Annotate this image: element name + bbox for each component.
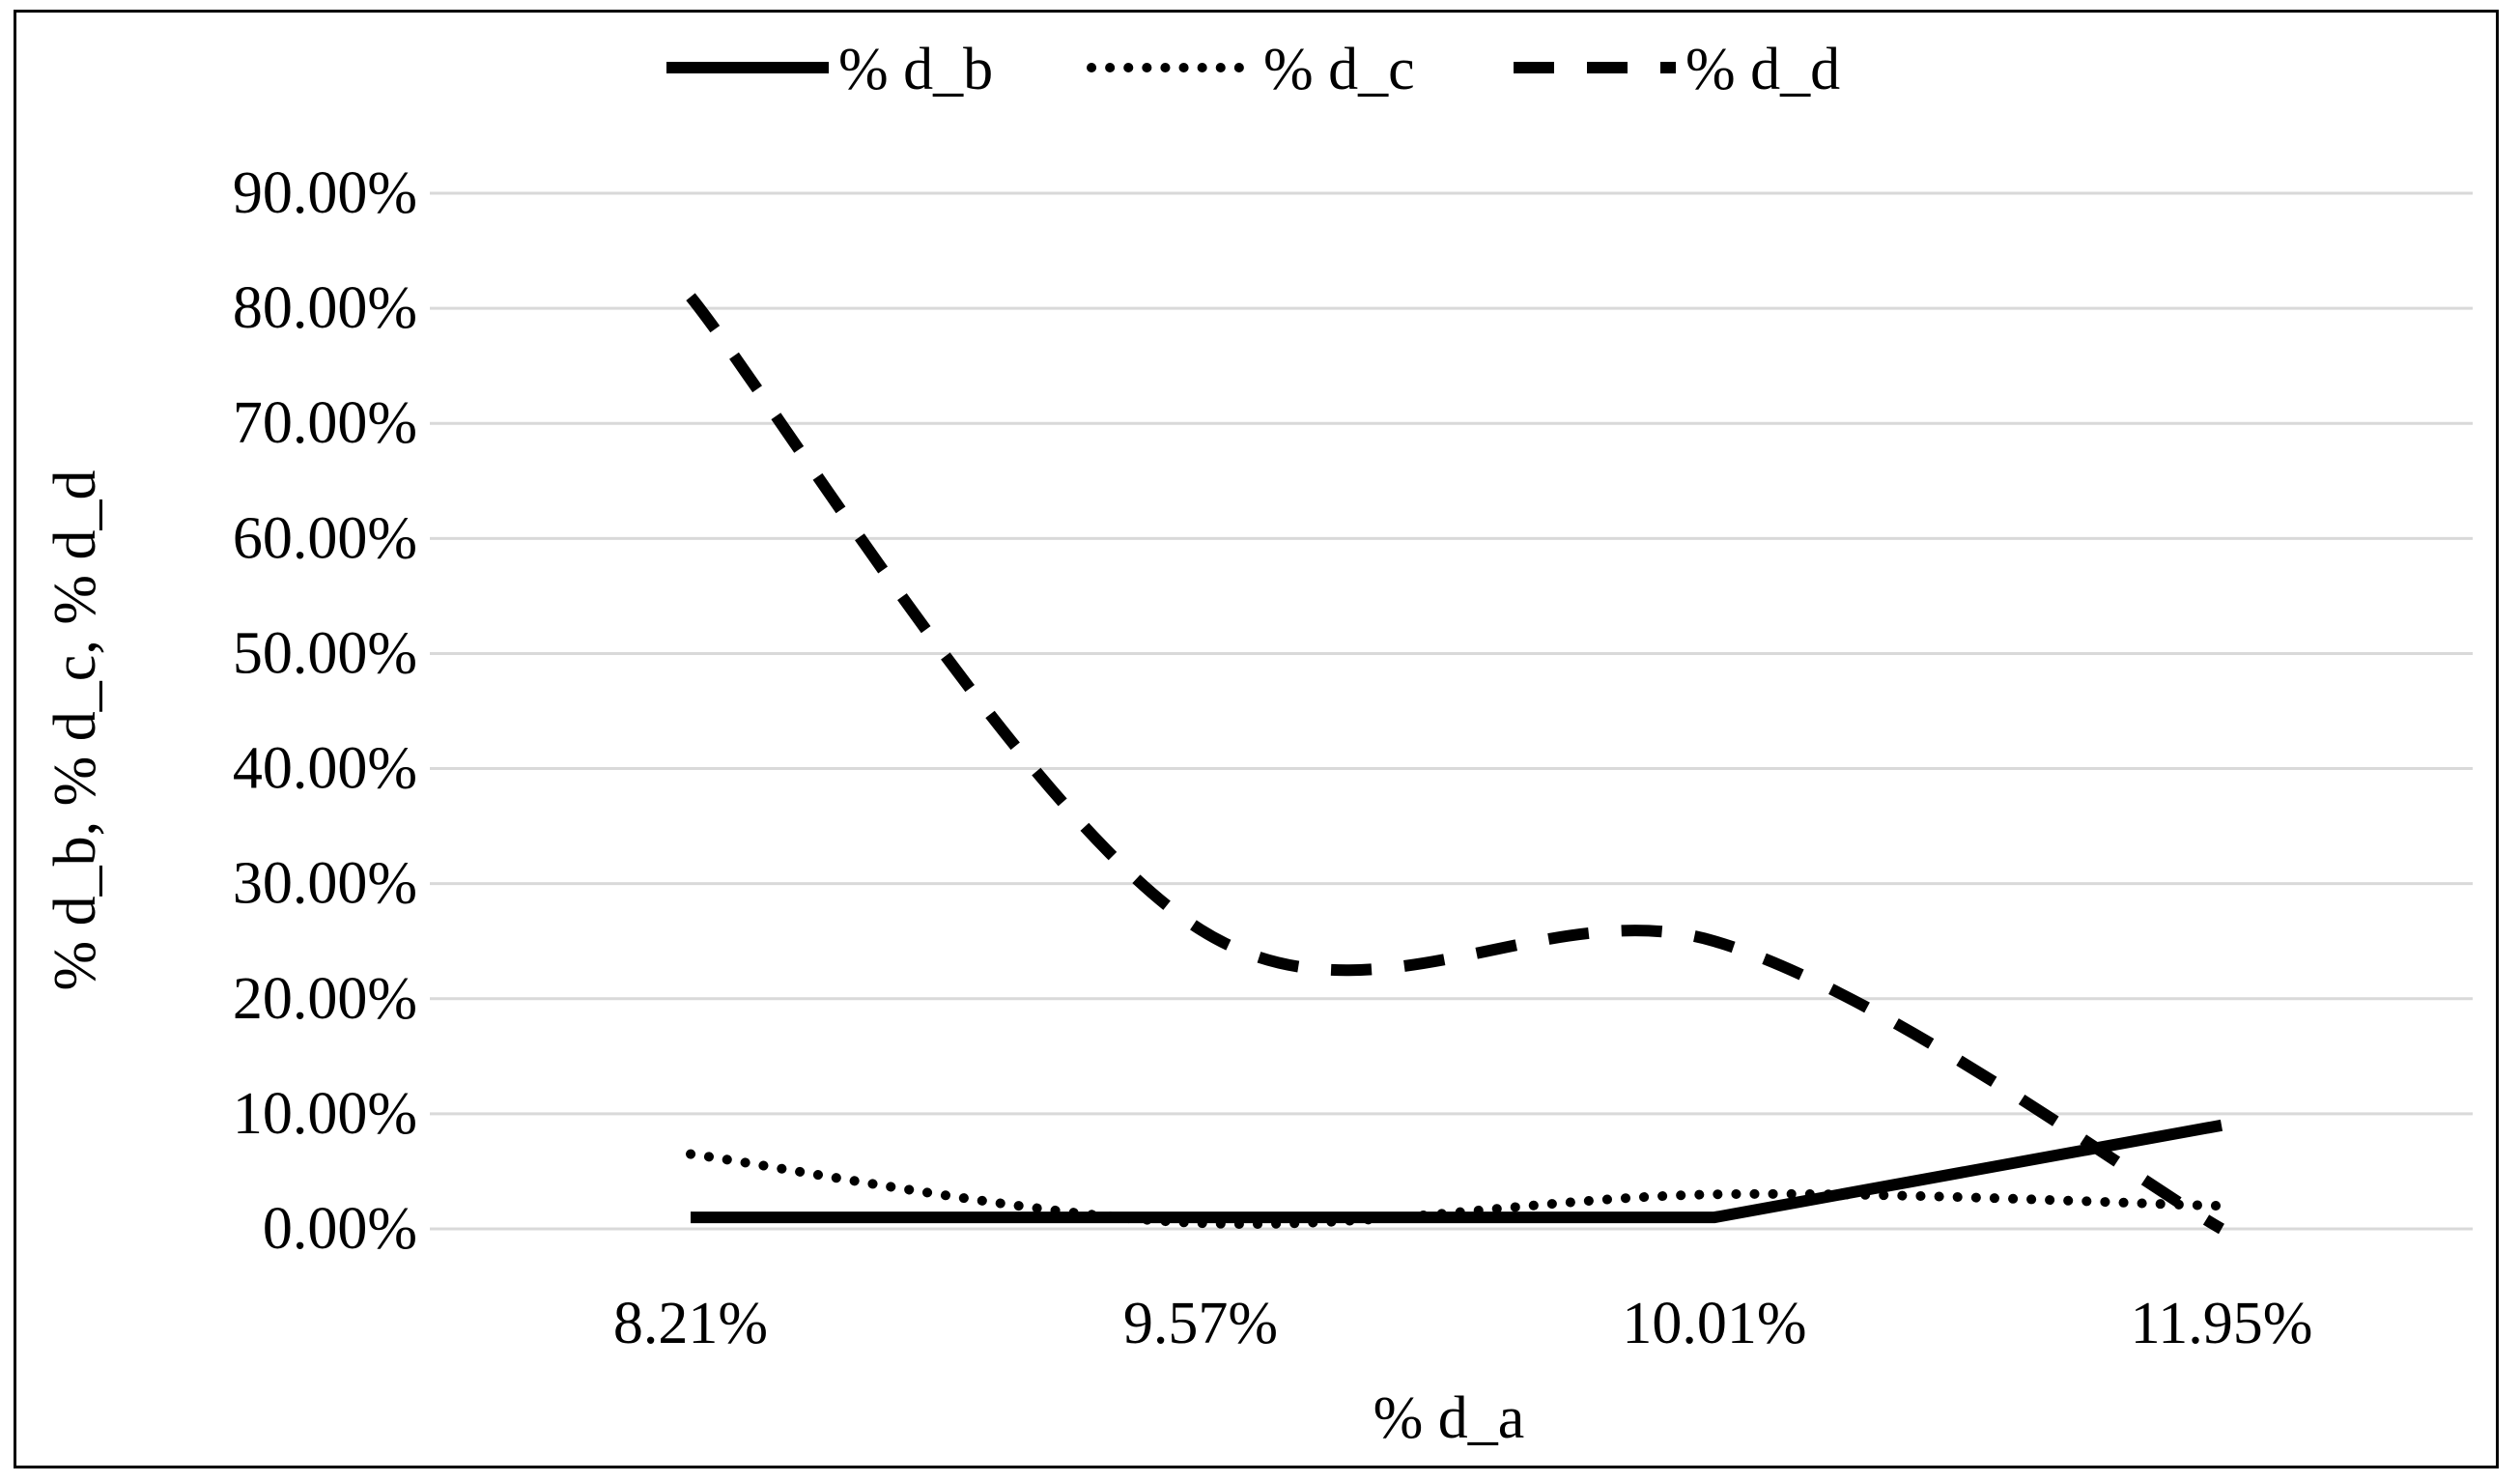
y-tick-label: 90.00%	[233, 160, 417, 226]
series-line-1	[691, 1119, 2223, 1224]
y-tick-label: 20.00%	[233, 966, 417, 1032]
legend-label: % d_b	[838, 37, 993, 102]
y-axis-title: % d_b, % d_c, % d_d	[42, 470, 108, 991]
legend-label: % d_c	[1263, 37, 1415, 102]
y-tick-label: 40.00%	[233, 736, 417, 802]
y-axis-tick-labels: 0.00% 10.00% 20.00% 30.00% 40.00% 50.00% 60.00…	[233, 160, 417, 1262]
x-tick-label: 11.95%	[2131, 1291, 2313, 1356]
x-axis-title: % d_a	[1373, 1385, 1525, 1451]
y-tick-label: 80.00%	[233, 275, 417, 341]
legend: % d_b % d_c % d_d	[666, 37, 1840, 102]
series-lines	[686, 293, 2226, 1235]
x-tick-label: 9.57%	[1123, 1291, 1278, 1356]
y-tick-label: 60.00%	[233, 505, 417, 571]
y-tick-label: 10.00%	[233, 1081, 417, 1147]
series-line-2	[686, 1149, 2226, 1229]
gridlines	[430, 191, 2473, 1231]
x-tick-label: 10.01%	[1622, 1291, 1806, 1356]
y-tick-label: 30.00%	[233, 851, 417, 917]
x-axis-tick-labels: 8.21% 9.57% 10.01% 11.95%	[613, 1291, 2313, 1356]
y-tick-label: 70.00%	[233, 390, 417, 456]
series-line-3	[686, 293, 2224, 1235]
y-tick-label: 50.00%	[233, 620, 417, 686]
legend-label: % d_d	[1685, 37, 1840, 102]
x-tick-label: 8.21%	[613, 1291, 768, 1356]
y-tick-label: 0.00%	[263, 1196, 417, 1262]
